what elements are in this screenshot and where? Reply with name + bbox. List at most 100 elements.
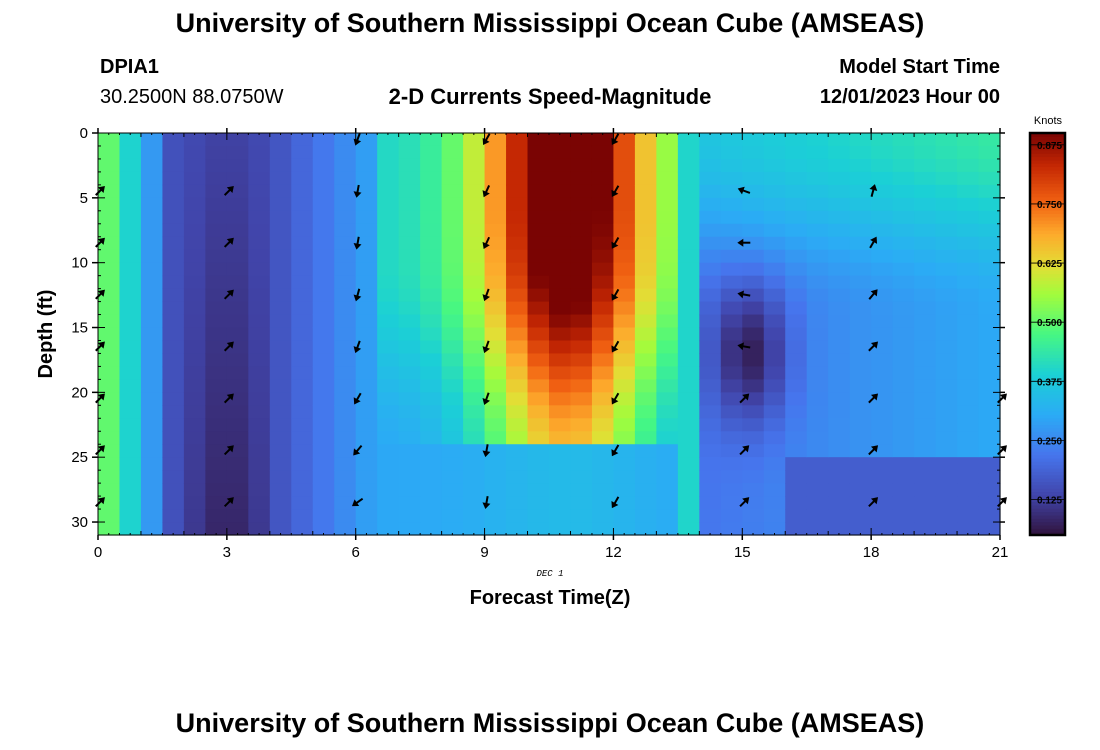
heatmap-cell [205, 483, 228, 497]
heatmap-cell [549, 457, 572, 471]
heatmap-cell [398, 158, 421, 173]
heatmap-cell [570, 366, 593, 380]
heatmap-cell [355, 340, 378, 355]
heatmap-cell [98, 418, 121, 432]
heatmap-cell [634, 483, 657, 497]
heatmap-cell [634, 457, 657, 471]
heatmap-cell [119, 171, 142, 186]
heatmap-cell [806, 444, 829, 458]
heatmap-cell [677, 171, 700, 186]
heatmap-cell [871, 405, 894, 419]
heatmap-cell [957, 470, 980, 484]
heatmap-cell [312, 470, 335, 484]
heatmap-cell [871, 275, 894, 290]
heatmap-cell [291, 327, 314, 342]
heatmap-cell [183, 522, 206, 536]
heatmap-cell [334, 496, 357, 510]
heatmap-cell [162, 379, 185, 393]
heatmap-cell [613, 158, 636, 173]
heatmap-cell [613, 470, 636, 484]
heatmap-cell [935, 392, 958, 406]
heatmap-cell [914, 418, 937, 432]
heatmap-cell [849, 236, 872, 251]
heatmap-cell [269, 444, 292, 458]
heatmap-cell [484, 184, 507, 199]
heatmap-cell [248, 405, 271, 419]
heatmap-cell [591, 483, 615, 497]
heatmap-cell [935, 522, 958, 536]
heatmap-cell [742, 171, 765, 186]
heatmap-cell [377, 145, 400, 160]
heatmap-cell [183, 483, 206, 497]
heatmap-cell [484, 210, 507, 225]
colorbar-swatch [1030, 411, 1065, 415]
heatmap-cell [656, 327, 679, 342]
heatmap-cell [205, 366, 228, 380]
heatmap-cell [205, 184, 228, 199]
heatmap-cell [162, 158, 185, 173]
colorbar-swatch [1030, 280, 1065, 285]
heatmap-cell [720, 133, 743, 147]
heatmap-cell [677, 301, 700, 316]
heatmap-cell [613, 431, 636, 445]
colorbar-swatch [1030, 367, 1065, 372]
heatmap-cell [398, 509, 421, 523]
colorbar-swatch [1030, 454, 1065, 459]
heatmap-cell [677, 353, 700, 368]
heatmap-cell [162, 223, 185, 238]
heatmap-cell [355, 314, 378, 329]
heatmap-cell [183, 301, 206, 316]
heatmap-cell [613, 509, 636, 523]
heatmap-cell [377, 236, 400, 251]
heatmap-cell [570, 275, 593, 290]
heatmap-cell [334, 133, 357, 147]
heatmap-cell [269, 405, 292, 419]
heatmap-cell [914, 327, 937, 342]
current-vector-arrow [482, 288, 491, 302]
heatmap-cell [506, 210, 529, 225]
current-vector-arrow [95, 341, 105, 352]
heatmap-cell [957, 288, 980, 303]
heatmap-cell [806, 327, 829, 342]
current-vector-arrow [737, 186, 751, 195]
heatmap-cell [763, 197, 786, 212]
heatmap-cell [334, 418, 357, 432]
heatmap-cell [377, 171, 400, 186]
heatmap-cell [355, 236, 378, 251]
colorbar-swatch [1030, 397, 1065, 402]
heatmap-cell [162, 496, 185, 510]
heatmap-cell [248, 496, 271, 510]
heatmap-cell [334, 327, 357, 342]
heatmap-cell [570, 184, 593, 199]
colorbar-swatch [1030, 216, 1065, 221]
heatmap-cell [269, 496, 292, 510]
heatmap-cell [892, 197, 915, 212]
heatmap-cell [355, 197, 378, 212]
heatmap-cell [849, 288, 872, 303]
heatmap-cell [484, 457, 507, 471]
heatmap-cell [763, 431, 786, 445]
heatmap-cell [291, 223, 314, 238]
heatmap-cell [506, 431, 529, 445]
colorbar-swatch [1030, 263, 1065, 268]
heatmap-cell [763, 418, 786, 432]
heatmap-cell [226, 470, 249, 484]
heatmap-cell [420, 301, 443, 316]
heatmap-cell [699, 392, 722, 406]
heatmap-cell [312, 133, 335, 147]
heatmap-cell [398, 133, 421, 147]
colorbar-swatch [1030, 220, 1065, 225]
heatmap-cell [420, 483, 443, 497]
heatmap-cell [226, 405, 249, 419]
heatmap-cell [591, 366, 615, 380]
heatmap-cell [634, 301, 657, 316]
heatmap-cell [828, 327, 851, 342]
heatmap-cell [398, 483, 421, 497]
heatmap-cell [162, 418, 185, 432]
heatmap-cell [720, 275, 743, 290]
colorbar-swatch [1030, 277, 1065, 281]
colorbar-swatch [1030, 357, 1065, 362]
heatmap-cell [98, 210, 121, 225]
heatmap-cell [785, 184, 808, 199]
heatmap-cell [226, 366, 249, 380]
